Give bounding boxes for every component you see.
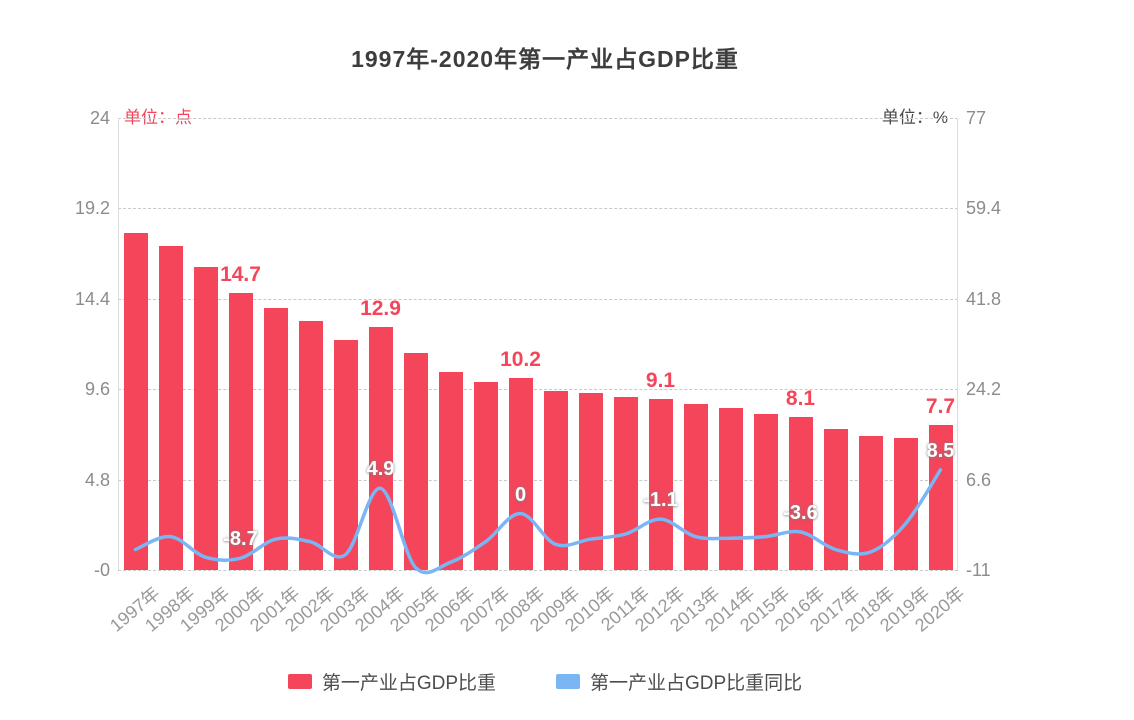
- bar-1998年: [158, 246, 183, 570]
- bar-2004年: [368, 327, 393, 570]
- bar-2005年: [403, 353, 428, 570]
- legend-label-line-series: 第一产业占GDP比重同比: [590, 673, 803, 694]
- bar-2016年: [788, 417, 813, 570]
- line-point-label: -8.7: [223, 528, 258, 551]
- line-point-label: 8.5: [926, 439, 955, 462]
- bar-2020年: [928, 424, 953, 570]
- bar-2006年: [438, 372, 463, 570]
- chart-title: 1997年-2020年第一产业占GDP比重: [351, 46, 739, 72]
- bar-2007年: [473, 381, 498, 570]
- trend-line: [133, 468, 943, 575]
- bar-value-label: 12.9: [360, 297, 401, 321]
- y-axis-tick-right: -11: [966, 560, 991, 580]
- gridline: [118, 479, 958, 481]
- bar-2003年: [333, 340, 358, 570]
- bar-2012年: [648, 398, 673, 570]
- line-series-swatch-icon: [556, 674, 580, 689]
- line-point-label: 4.9: [366, 458, 395, 481]
- gridline: [118, 389, 958, 391]
- y-axis-tick-left: -0: [93, 560, 110, 580]
- bar-2013年: [683, 404, 708, 570]
- bar-2000年: [228, 293, 253, 570]
- legend-item-line-series[interactable]: 第一产业占GDP比重同比: [556, 668, 802, 695]
- bar-2015年: [753, 413, 778, 570]
- y-axis-tick-left: 9.6: [84, 379, 110, 400]
- bar-value-label: 10.2: [500, 347, 541, 371]
- line-point-label: -3.6: [783, 501, 818, 524]
- y-axis-tick-right: 77: [966, 108, 987, 128]
- gridline: [118, 208, 958, 210]
- plot-area: [118, 118, 958, 570]
- right-axis-unit-label: 单位：%: [881, 108, 948, 127]
- line-point-label: -1.1: [643, 489, 678, 512]
- left-axis-unit-label: 单位：点: [124, 108, 192, 127]
- bar-value-label: 14.7: [220, 263, 261, 287]
- bar-value-label: 8.1: [785, 387, 816, 411]
- gridline: [118, 298, 958, 300]
- bar-2008年: [508, 377, 533, 570]
- y-axis-tick-right: 41.8: [966, 288, 1002, 309]
- line-series: [133, 468, 943, 575]
- bar-2011年: [613, 396, 638, 570]
- y-axis-tick-left: 19.2: [74, 198, 110, 219]
- y-axis-tick-left: 4.8: [84, 469, 110, 490]
- bar-2002年: [298, 321, 323, 570]
- y-axis-tick-right: 6.6: [966, 469, 992, 490]
- bar-value-label: 7.7: [925, 394, 956, 418]
- bar-value-label: 9.1: [645, 368, 676, 392]
- legend: 第一产业占GDP比重 第一产业占GDP比重同比: [0, 668, 1090, 695]
- gridline: [118, 118, 958, 119]
- bar-series-swatch-icon: [287, 674, 312, 689]
- y-axis-tick-left: 14.4: [74, 288, 110, 309]
- y-axis-tick-right: 24.2: [966, 379, 1002, 400]
- y-axis-tick-left: 24: [89, 108, 110, 128]
- legend-label-bar-series: 第一产业占GDP比重: [321, 673, 496, 694]
- bar-2001年: [263, 308, 288, 570]
- legend-item-bar-series[interactable]: 第一产业占GDP比重: [287, 668, 496, 695]
- bar-1997年: [123, 232, 148, 570]
- bar-2014年: [718, 408, 743, 570]
- bar-1999年: [193, 266, 218, 570]
- line-point-label: 0: [514, 483, 527, 506]
- bar-2019年: [893, 438, 918, 570]
- gridline: [118, 570, 958, 571]
- y-axis-tick-right: 59.4: [966, 198, 1002, 219]
